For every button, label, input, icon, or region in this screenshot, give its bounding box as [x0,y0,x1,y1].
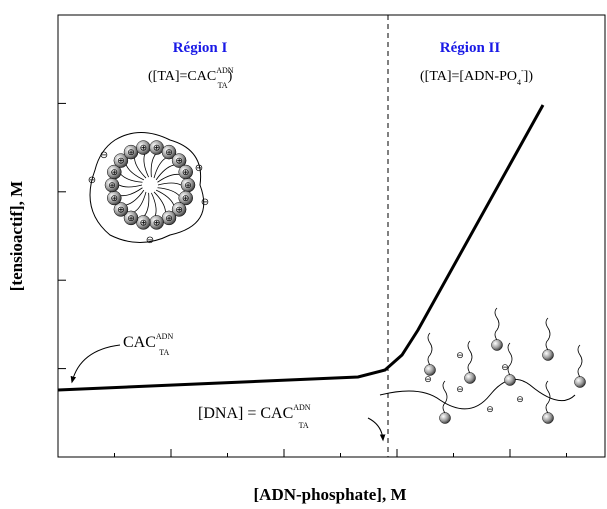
arrow [70,344,121,384]
charge: ⊕ [108,180,116,190]
charge: ⊖ [201,197,209,208]
charge: ⊕ [165,147,173,157]
arrow [367,417,386,442]
tail [507,342,513,376]
head [113,153,129,168]
dna-complex: ⊖ ⊖ ⊖ ⊖ ⊖ ⊖ [379,307,586,424]
charge: ⊖ [456,384,464,394]
charge: ⊕ [140,143,148,153]
cac-label: CACADN TA [123,332,173,357]
tail [144,192,150,216]
tail [151,192,157,216]
charge: ⊕ [117,204,125,214]
y-axis-label: [tensioactif], M [7,181,26,291]
region-formula: ([TA]=[ADN-PO4-]) [420,66,533,87]
tail [155,189,175,206]
dna-label: [DNA] = CACADN TA [198,403,311,430]
charge: ⊕ [182,167,190,177]
charge: ⊕ [184,180,192,190]
head [123,210,139,226]
charge: ⊕ [117,156,125,166]
tail [155,164,174,181]
head [178,190,193,206]
tail [134,191,147,213]
tail [126,189,145,206]
head [171,153,187,168]
tail [153,191,166,212]
charge: ⊕ [182,193,190,203]
tail [427,332,433,366]
region-title: Région I [173,40,228,56]
charge: ⊖ [146,235,154,246]
charge: ⊕ [127,147,135,157]
charge: ⊕ [165,213,173,223]
tail [150,154,156,178]
charge: ⊖ [195,163,203,174]
charge: ⊖ [424,374,432,384]
tail [467,340,473,374]
tail [118,184,143,188]
head [439,412,451,424]
tail [125,164,145,181]
head [491,339,503,351]
head [178,164,193,180]
tail [157,187,180,196]
curve [57,104,545,392]
head [574,376,586,388]
tail [143,154,149,178]
head [542,412,554,424]
tail [120,174,143,183]
charge: ⊖ [88,175,96,186]
tail [442,380,448,414]
head [542,349,554,361]
head [424,364,436,376]
tail [577,344,583,378]
plot-frame [57,14,606,458]
region-formula: ([TA]=CACADN TA) [148,66,234,90]
charge: ⊖ [100,150,108,161]
charge: ⊕ [111,167,119,177]
region-title: Région II [440,40,501,56]
head [107,164,122,180]
tail [120,187,143,197]
head [171,202,187,217]
head [161,144,177,160]
ticks [57,14,567,458]
charge: ⊕ [153,143,161,153]
charge: ⊖ [486,404,494,414]
charge: ⊕ [153,217,161,227]
charge: ⊖ [501,362,509,372]
tail [494,307,500,341]
head [504,374,516,386]
tail [545,380,551,414]
charge: ⊕ [175,156,183,166]
tail [153,157,166,179]
charge: ⊕ [127,213,135,223]
charge: ⊖ [456,350,464,360]
charge: ⊕ [175,204,183,214]
tail [157,182,182,186]
tail [545,317,551,351]
micelle: ⊕⊕⊕⊕⊕⊕⊕⊕⊕⊕⊕⊕⊕ ⊕ ⊕ ⊕⊕⊕⊖⊖⊖⊖⊖ [88,132,209,246]
head [113,202,129,217]
charge: ⊖ [516,394,524,404]
charge: ⊕ [111,193,119,203]
x-axis-label: [ADN-phosphate], M [254,485,407,504]
tail [157,173,180,183]
head [464,372,476,384]
charge: ⊕ [140,217,148,227]
tail [134,158,147,179]
